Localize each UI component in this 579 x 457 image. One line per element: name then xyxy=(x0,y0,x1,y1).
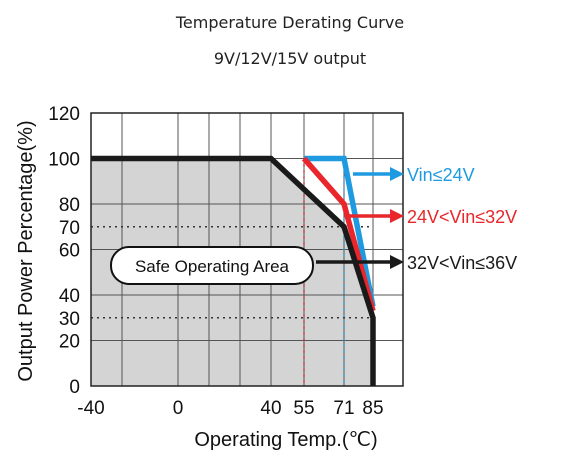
reference-lines xyxy=(91,158,373,386)
series-lines xyxy=(91,155,376,386)
chart-title: Temperature Derating Curve xyxy=(175,13,404,32)
x-tick-label: 55 xyxy=(293,398,314,419)
x-tick-label: 85 xyxy=(362,398,383,419)
annotation-label: Safe Operating Area xyxy=(135,257,290,276)
plot-frame xyxy=(90,112,404,387)
y-axis-label: Output Power Percentage(%) xyxy=(15,120,37,381)
y-tick-label: 120 xyxy=(48,104,80,125)
series-line-2 xyxy=(301,156,376,312)
legend: Vin≤24V 24V<Vin≤32V 32V<Vin≤36V xyxy=(316,165,517,273)
x-tick-labels: -40 0 40 55 71 85 xyxy=(77,398,383,419)
legend-arrow-head xyxy=(390,209,404,223)
y-tick-label: 30 xyxy=(59,309,80,330)
y-tick-label: 80 xyxy=(59,195,80,216)
y-tick-label: 100 xyxy=(48,150,80,171)
legend-arrow-head xyxy=(390,167,404,181)
x-tick-label: 40 xyxy=(260,398,281,419)
series-line-1 xyxy=(304,155,376,307)
annotation-box xyxy=(110,246,314,285)
y-tick-label: 40 xyxy=(59,286,80,307)
chart-subtitle: 9V/12V/15V output xyxy=(214,49,366,68)
x-tick-label: -40 xyxy=(77,398,104,419)
y-tick-label: 0 xyxy=(69,377,80,398)
legend-label: 32V<Vin≤36V xyxy=(407,253,517,273)
series-line-3 xyxy=(91,155,376,386)
safe-area-annotation: Safe Operating Area xyxy=(110,246,314,285)
y-tick-label: 60 xyxy=(59,241,80,262)
y-tick-label: 70 xyxy=(59,218,80,239)
x-tick-label: 71 xyxy=(333,398,354,419)
legend-arrow-head xyxy=(390,255,404,269)
x-tick-label: 0 xyxy=(173,398,184,419)
y-tick-label: 20 xyxy=(59,332,80,353)
legend-label: 24V<Vin≤32V xyxy=(407,207,517,227)
x-axis-label: Operating Temp.(℃) xyxy=(194,429,377,451)
legend-label: Vin≤24V xyxy=(407,165,475,185)
